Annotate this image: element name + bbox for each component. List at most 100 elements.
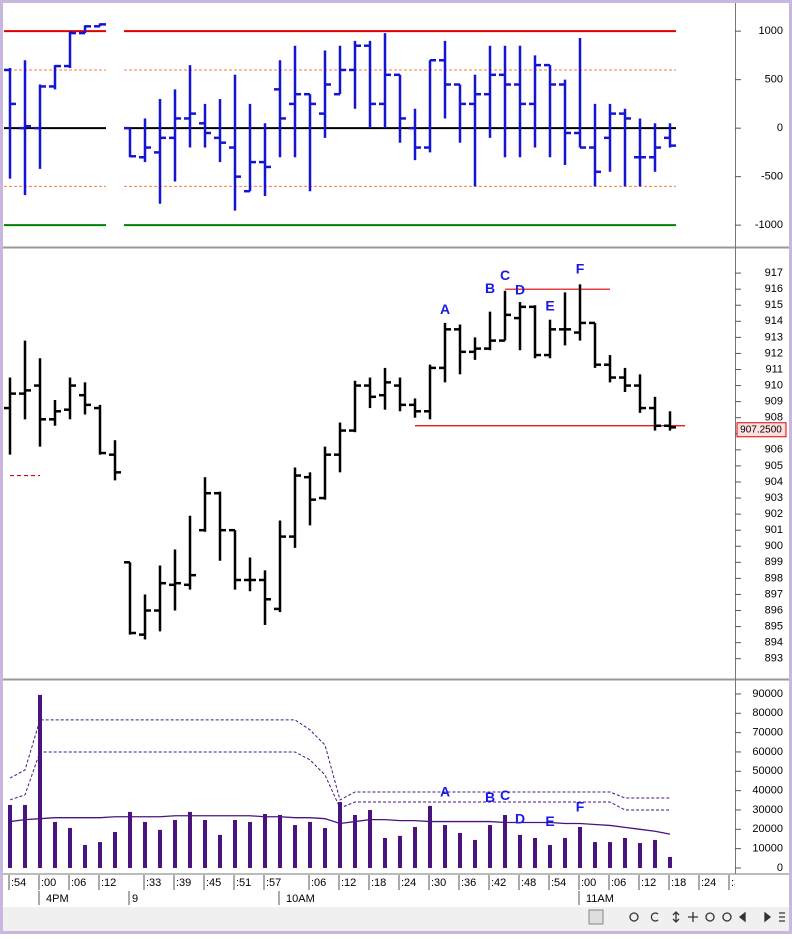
volume-bar — [233, 820, 237, 868]
icon-cursor[interactable] — [650, 912, 659, 922]
volume-bar — [623, 838, 627, 868]
volume-bar — [353, 814, 357, 868]
y-tick-label: 893 — [765, 653, 783, 665]
annotation: F — [576, 799, 585, 815]
last-price-box — [736, 422, 787, 438]
y-tick-label: 901 — [765, 524, 783, 536]
x-session-label: 9 — [132, 893, 138, 905]
x-tick-label: :18 — [371, 877, 386, 889]
y-tick-label: 917 — [765, 267, 783, 279]
volume-bar — [23, 804, 27, 868]
volume-bar — [458, 832, 462, 868]
x-tick-label: :30 — [431, 877, 446, 889]
x-tick-label: :54 — [551, 877, 566, 889]
volume-band — [9, 719, 670, 801]
volume-bar — [563, 838, 567, 868]
y-tick-label: 916 — [765, 283, 783, 295]
y-tick-label: 10000 — [752, 843, 783, 855]
volume-bar — [293, 825, 297, 868]
x-session-label: 10AM — [286, 893, 315, 905]
y-tick-label: 911 — [765, 363, 783, 375]
y-tick-label: 80000 — [752, 707, 783, 719]
x-tick-label: :48 — [521, 877, 536, 889]
x-tick-label: :06 — [71, 877, 86, 889]
x-session-label: 11AM — [586, 893, 614, 905]
y-tick-label: 896 — [765, 604, 783, 616]
icon-zoom-out[interactable] — [705, 912, 715, 922]
annotation: E — [545, 813, 554, 829]
y-tick-label: 0 — [777, 862, 783, 874]
volume-bar — [503, 814, 507, 868]
volume-bar — [638, 843, 642, 868]
y-tick-label: 90000 — [752, 688, 783, 700]
y-tick-label: 905 — [765, 460, 783, 472]
x-tick-label: :33 — [146, 877, 161, 889]
y-tick-label: 899 — [765, 556, 783, 568]
y-tick-label: 50000 — [752, 765, 783, 777]
y-tick-label: 913 — [765, 331, 783, 343]
y-tick-label: -500 — [761, 171, 783, 183]
icon-pan[interactable] — [688, 912, 698, 922]
y-tick-label: 912 — [765, 347, 783, 359]
annotation: A — [440, 783, 450, 799]
y-tick-label: 914 — [765, 315, 783, 327]
volume-bar — [248, 821, 252, 868]
volume-band — [9, 815, 671, 835]
x-tick-label: :54 — [11, 877, 26, 889]
x-tick-label: :12 — [341, 877, 356, 889]
toolbar — [3, 907, 789, 931]
y-tick-label: 903 — [765, 492, 783, 504]
x-tick-label: :3 — [731, 877, 740, 889]
y-tick-label: 915 — [765, 299, 783, 311]
x-tick-label: :45 — [206, 877, 221, 889]
volume-bar — [203, 820, 207, 868]
annotation: D — [515, 810, 525, 826]
volume-bar — [218, 834, 222, 868]
y-tick-label: 30000 — [752, 804, 783, 816]
annotation: A — [440, 301, 450, 317]
volume-bar — [98, 842, 102, 868]
volume-bar — [668, 856, 672, 868]
volume-bar — [338, 802, 342, 868]
annotation: C — [500, 267, 510, 283]
volume-bar — [8, 804, 12, 868]
y-tick-label: 40000 — [752, 785, 783, 797]
x-tick-label: :57 — [266, 877, 281, 889]
x-tick-label: :24 — [401, 877, 416, 889]
axes: 1000 500 0 -500 -1000 893 894 895 896 897 898 899 90… — [735, 25, 787, 874]
annotation: B — [485, 280, 495, 296]
y-tick-label: 900 — [765, 540, 783, 552]
icon-zoom-in[interactable] — [722, 912, 732, 922]
volume-bar — [443, 825, 447, 868]
icon-scroll[interactable] — [672, 911, 680, 923]
annotation: D — [515, 281, 525, 297]
annotation: B — [485, 789, 495, 805]
x-tick-label: :06 — [311, 877, 326, 889]
icon-step[interactable] — [738, 911, 772, 923]
y-tick-label: 897 — [765, 588, 783, 600]
y-tick-label: 908 — [765, 412, 783, 424]
y-tick-label: 70000 — [752, 727, 783, 739]
y-tick-label: 909 — [765, 396, 783, 408]
volume-bar — [653, 839, 657, 868]
volume-bar — [383, 838, 387, 868]
y-tick-label: 904 — [765, 476, 783, 488]
x-tick-label: :12 — [641, 877, 656, 889]
y-tick-label: -1000 — [755, 219, 783, 231]
icon-menu[interactable] — [779, 912, 785, 922]
volume-bar — [533, 838, 537, 868]
volume-bar — [128, 811, 132, 868]
last-price-label: 907.2500 — [740, 424, 782, 435]
scroll-thumb[interactable] — [588, 909, 604, 925]
volume-bar — [308, 821, 312, 868]
volume-bar — [263, 814, 267, 868]
icon-refresh[interactable] — [629, 912, 639, 922]
volume-bar — [83, 844, 87, 868]
volume-bar — [158, 829, 162, 868]
y-tick-label: 910 — [765, 379, 783, 391]
volume-bar — [53, 821, 57, 868]
volume-bar — [473, 839, 477, 868]
